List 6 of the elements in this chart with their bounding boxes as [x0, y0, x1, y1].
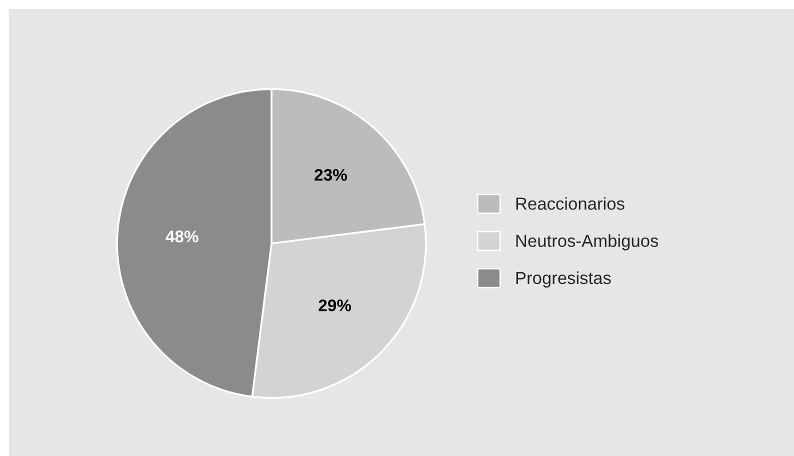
data-label: 23%	[314, 168, 347, 181]
legend-label: Neutros-Ambiguos	[516, 234, 658, 250]
legend-label: Progresistas	[516, 271, 611, 288]
data-label: 29%	[318, 300, 352, 312]
data-label: 48%	[166, 230, 198, 242]
legend-label: Reaccionarios	[516, 197, 624, 210]
